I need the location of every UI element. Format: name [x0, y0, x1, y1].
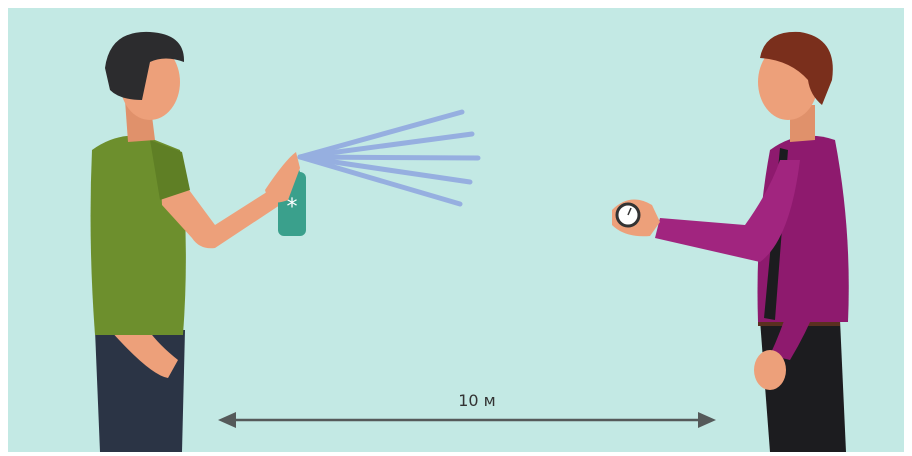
stopwatch-hand [627, 207, 632, 216]
front-arm [655, 160, 800, 262]
spray [297, 109, 481, 207]
right-person [612, 31, 849, 452]
hand [265, 152, 300, 203]
hair [760, 31, 833, 105]
arrow-head-left [218, 412, 236, 428]
front-arm [160, 165, 280, 249]
sleeve [150, 140, 190, 200]
distance-label: 10 м [458, 391, 496, 410]
back-hand [754, 350, 786, 390]
hair [105, 31, 185, 100]
left-person: * [90, 31, 481, 452]
distance-arrow: 10 м [218, 391, 716, 428]
back-arm [770, 170, 835, 360]
snowflake: * [287, 195, 298, 220]
arrow-head-right [698, 412, 716, 428]
